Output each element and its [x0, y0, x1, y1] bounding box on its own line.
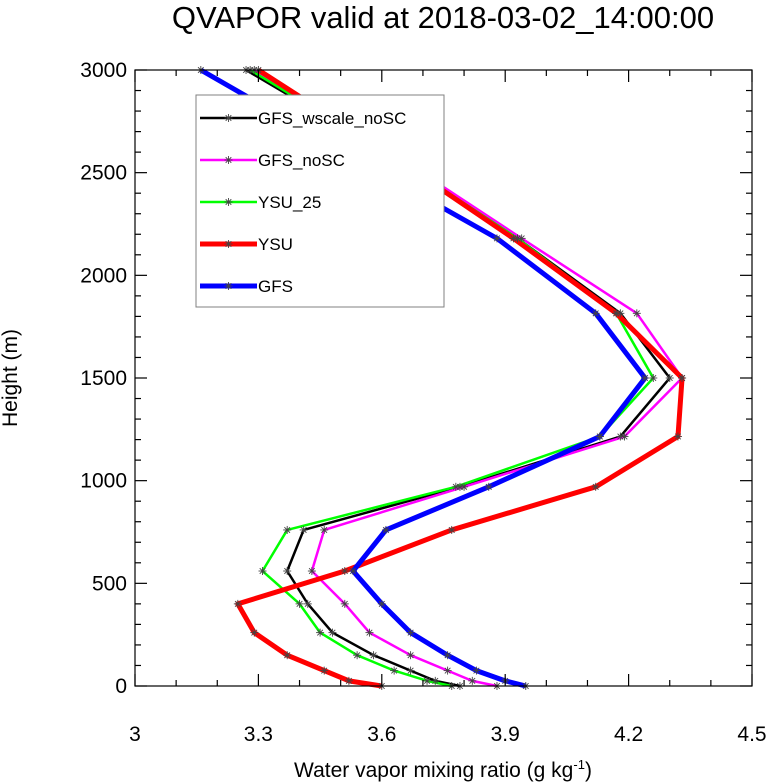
- data-point-marker: [443, 651, 452, 660]
- y-tick-label: 2000: [80, 264, 127, 287]
- data-point-marker: [381, 525, 390, 534]
- data-point-marker: [443, 666, 452, 675]
- x-tick-label: 4.2: [614, 723, 643, 746]
- x-tick-label: 3.9: [491, 723, 520, 746]
- data-point-marker: [307, 567, 316, 576]
- data-point-marker: [612, 309, 621, 318]
- ticks-layer: 3 3.3 3.6 3.9 4.2 4.5 0 500 1000 1500 2000 2500 3000: [80, 59, 766, 746]
- data-point-marker: [340, 567, 349, 576]
- data-point-marker: [283, 651, 292, 660]
- legend-marker: [224, 114, 233, 122]
- data-point-marker: [451, 482, 460, 491]
- data-point-marker: [673, 432, 682, 441]
- data-point-marker: [632, 309, 641, 318]
- y-tick-label: 0: [115, 675, 127, 698]
- legend-label: GFS_wscale_noSC: [258, 109, 406, 128]
- x-axis-title-main: Water vapor mixing ratio (g kg: [294, 759, 573, 782]
- x-tick-label: 4.5: [737, 723, 766, 746]
- data-point-marker: [283, 567, 292, 576]
- data-point-marker: [258, 567, 267, 576]
- data-point-marker: [472, 666, 481, 675]
- data-point-marker: [595, 432, 604, 441]
- data-point-marker: [641, 374, 650, 382]
- data-point-marker: [678, 374, 687, 382]
- y-tick-label: 2500: [80, 162, 127, 185]
- legend-label: GFS: [258, 277, 293, 296]
- data-point-marker: [620, 432, 629, 441]
- data-point-marker: [369, 651, 378, 660]
- y-tick-label: 1500: [80, 367, 127, 390]
- data-point-marker: [591, 309, 600, 318]
- data-point-marker: [340, 599, 349, 608]
- legend-label: YSU_25: [258, 193, 321, 212]
- data-point-marker: [320, 666, 329, 675]
- data-point-marker: [320, 525, 329, 534]
- legend-marker: [224, 156, 233, 164]
- data-point-marker: [406, 666, 415, 675]
- data-point-marker: [468, 676, 477, 685]
- data-point-marker: [484, 482, 493, 491]
- data-point-marker: [406, 628, 415, 637]
- y-tick-label: 1000: [80, 470, 127, 493]
- data-point-marker: [328, 628, 337, 637]
- legend-marker: [224, 282, 233, 290]
- data-point-marker: [295, 599, 304, 608]
- data-point-marker: [349, 567, 358, 576]
- data-point-marker: [431, 676, 440, 685]
- data-point-marker: [250, 628, 259, 637]
- x-axis-title: Water vapor mixing ratio (g kg-1): [294, 757, 592, 782]
- data-point-marker: [344, 676, 353, 685]
- data-point-marker: [316, 628, 325, 637]
- x-tick-label: 3.6: [367, 723, 396, 746]
- x-axis-title-superscript: -1: [573, 757, 585, 772]
- data-point-marker: [233, 599, 242, 608]
- data-point-marker: [353, 651, 362, 660]
- data-point-marker: [460, 482, 469, 491]
- data-point-marker: [390, 666, 399, 675]
- legend-marker: [224, 198, 233, 206]
- y-tick-label: 500: [92, 572, 127, 595]
- data-point-marker: [377, 599, 386, 608]
- data-point-marker: [423, 676, 432, 685]
- data-point-marker: [299, 525, 308, 534]
- legend: GFS_wscale_noSC GFS_noSC YSU_25 YSU GFS: [195, 94, 445, 308]
- data-point-marker: [406, 651, 415, 660]
- data-point-marker: [591, 482, 600, 491]
- legend-marker: [224, 240, 233, 248]
- data-point-marker: [365, 628, 374, 637]
- x-tick-label: 3.3: [244, 723, 273, 746]
- data-point-marker: [509, 234, 518, 243]
- data-point-marker: [447, 525, 456, 534]
- data-point-marker: [283, 525, 292, 534]
- data-point-marker: [649, 374, 658, 382]
- legend-label: YSU: [258, 235, 293, 254]
- x-tick-label: 3: [129, 723, 141, 746]
- data-point-marker: [492, 234, 501, 243]
- data-point-marker: [303, 599, 312, 608]
- chart-title: QVAPOR valid at 2018-03-02_14:00:00: [172, 0, 714, 35]
- x-axis-title-close: ): [585, 759, 592, 782]
- y-axis-title: Height (m): [0, 329, 22, 427]
- y-tick-label: 3000: [80, 59, 127, 82]
- legend-label: GFS_noSC: [258, 151, 345, 170]
- data-point-marker: [665, 374, 674, 382]
